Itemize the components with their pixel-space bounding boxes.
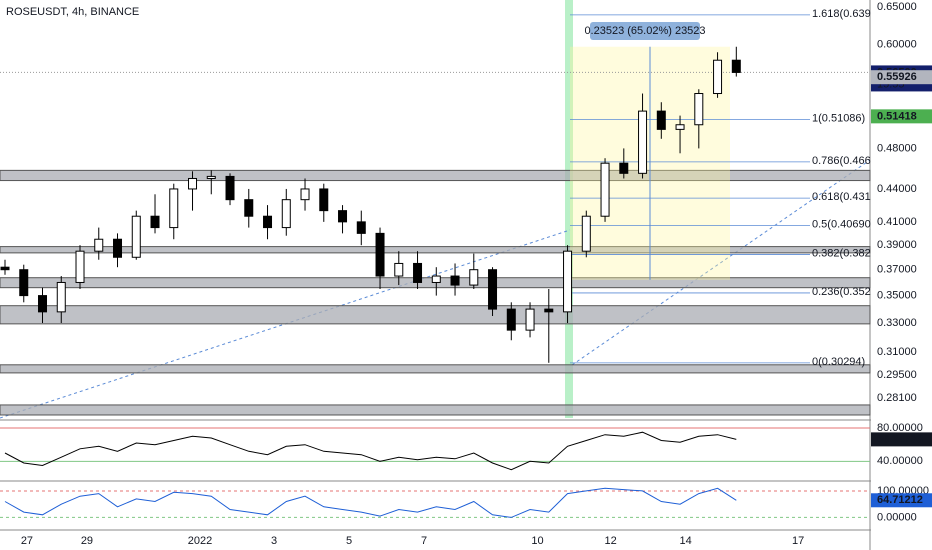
candle-body bbox=[319, 188, 329, 212]
candle-body bbox=[206, 175, 216, 179]
candle-body bbox=[38, 295, 48, 313]
y-tick-label: 0.35000 bbox=[877, 290, 917, 302]
x-tick-label: 3 bbox=[271, 535, 277, 547]
y-tick-label: 0.28100 bbox=[877, 392, 917, 404]
zone bbox=[0, 404, 871, 416]
y-tick-label: 0.33000 bbox=[877, 317, 917, 329]
candle-body bbox=[94, 238, 104, 252]
indicator-line bbox=[4, 431, 737, 471]
candle-body bbox=[281, 199, 291, 229]
candle-body bbox=[675, 124, 685, 130]
candle-body bbox=[394, 262, 404, 277]
x-tick-label: 29 bbox=[81, 535, 93, 547]
fib-label: 1(0.51086) bbox=[812, 112, 865, 124]
y-tick-label: 0.00000 bbox=[877, 511, 917, 523]
candle-body bbox=[525, 308, 535, 331]
y-tick-label: 0.29500 bbox=[877, 369, 917, 381]
y-tick-label: 0.60000 bbox=[877, 38, 917, 50]
candle-body bbox=[731, 59, 741, 73]
price-badge bbox=[871, 109, 932, 124]
candle-body bbox=[413, 262, 423, 283]
candle-body bbox=[563, 250, 573, 313]
y-tick-label: 40.00000 bbox=[877, 455, 923, 467]
y-tick-label: 0.37000 bbox=[877, 264, 917, 276]
y-tick-label: 0.39000 bbox=[877, 239, 917, 251]
candle-body bbox=[694, 93, 704, 126]
candle-body bbox=[375, 232, 385, 277]
price-axis bbox=[871, 0, 932, 550]
price-badge-label: 0.51418 bbox=[877, 110, 917, 122]
value-badge bbox=[871, 493, 932, 508]
candle-body bbox=[506, 308, 516, 331]
candle-body bbox=[581, 215, 591, 252]
fib-label: 0(0.30294) bbox=[812, 356, 865, 368]
fib-label: 1.618(0.6393) bbox=[812, 8, 881, 20]
candle-body bbox=[600, 162, 610, 217]
y-tick-label: 0.31000 bbox=[877, 346, 917, 358]
zone bbox=[0, 364, 871, 374]
x-tick-label: 27 bbox=[21, 535, 33, 547]
value-badge-label: 66.34733 bbox=[877, 433, 923, 445]
y-tick-label: 0.65000 bbox=[877, 1, 917, 13]
candle-body bbox=[169, 188, 179, 229]
candle-body bbox=[469, 269, 479, 286]
zone bbox=[0, 305, 871, 325]
fib-label: 0.786(0.4663 bbox=[812, 155, 877, 167]
candle-body bbox=[19, 269, 29, 297]
candle-body bbox=[488, 269, 498, 310]
candle-body bbox=[713, 59, 723, 95]
fib-label: 0.5(0.40690) bbox=[812, 218, 874, 230]
candle-body bbox=[544, 308, 554, 313]
candle-body bbox=[431, 275, 441, 283]
candle-body bbox=[619, 162, 629, 174]
x-tick-label: 2022 bbox=[188, 535, 212, 547]
fib-label: 0.382(0.3823 bbox=[812, 247, 877, 259]
price-badge bbox=[871, 70, 932, 85]
candle-body bbox=[0, 266, 10, 271]
candle-body bbox=[656, 110, 666, 130]
candle-body bbox=[150, 215, 160, 229]
value-badge bbox=[871, 432, 932, 447]
indicator-line bbox=[4, 487, 737, 518]
measure-label-bg bbox=[590, 22, 700, 40]
fib-label: 0.236(0.3520 bbox=[812, 286, 877, 298]
chart-title: ROSEUSDT, 4h, BINANCE bbox=[6, 6, 139, 18]
candle-body bbox=[244, 199, 254, 217]
candle-body bbox=[56, 281, 66, 313]
highlight bbox=[565, 0, 573, 418]
value-badge-label: 64.71212 bbox=[877, 494, 923, 506]
zone bbox=[0, 169, 871, 182]
zone bbox=[0, 246, 871, 254]
fib-label: 0.618(0.4314 bbox=[812, 191, 877, 203]
candle-body bbox=[131, 215, 141, 258]
x-tick-label: 5 bbox=[346, 535, 352, 547]
candle-body bbox=[338, 210, 348, 223]
trendline bbox=[571, 159, 871, 366]
candle-body bbox=[263, 215, 273, 229]
x-tick-label: 14 bbox=[680, 535, 692, 547]
price-badge-label: 0.55926 bbox=[877, 71, 917, 83]
x-tick-label: 10 bbox=[531, 535, 543, 547]
x-tick-label: 17 bbox=[792, 535, 804, 547]
candle-body bbox=[300, 188, 310, 201]
y-tick-label: 80.00000 bbox=[877, 422, 923, 434]
candle-body bbox=[113, 238, 123, 258]
candle-body bbox=[638, 110, 648, 174]
candle-body bbox=[75, 250, 85, 283]
x-tick-label: 7 bbox=[421, 535, 427, 547]
candle-body bbox=[450, 275, 460, 286]
y-tick-label: 0.41000 bbox=[877, 216, 917, 228]
candle-body bbox=[225, 175, 235, 201]
x-tick-label: 12 bbox=[605, 535, 617, 547]
measure-label: 0.23523 (65.02%) 23523 bbox=[584, 25, 705, 37]
candle-body bbox=[188, 177, 198, 190]
candle-body bbox=[356, 221, 366, 234]
y-tick-label: 0.44000 bbox=[877, 183, 917, 195]
y-tick-label: 0.48000 bbox=[877, 142, 917, 154]
